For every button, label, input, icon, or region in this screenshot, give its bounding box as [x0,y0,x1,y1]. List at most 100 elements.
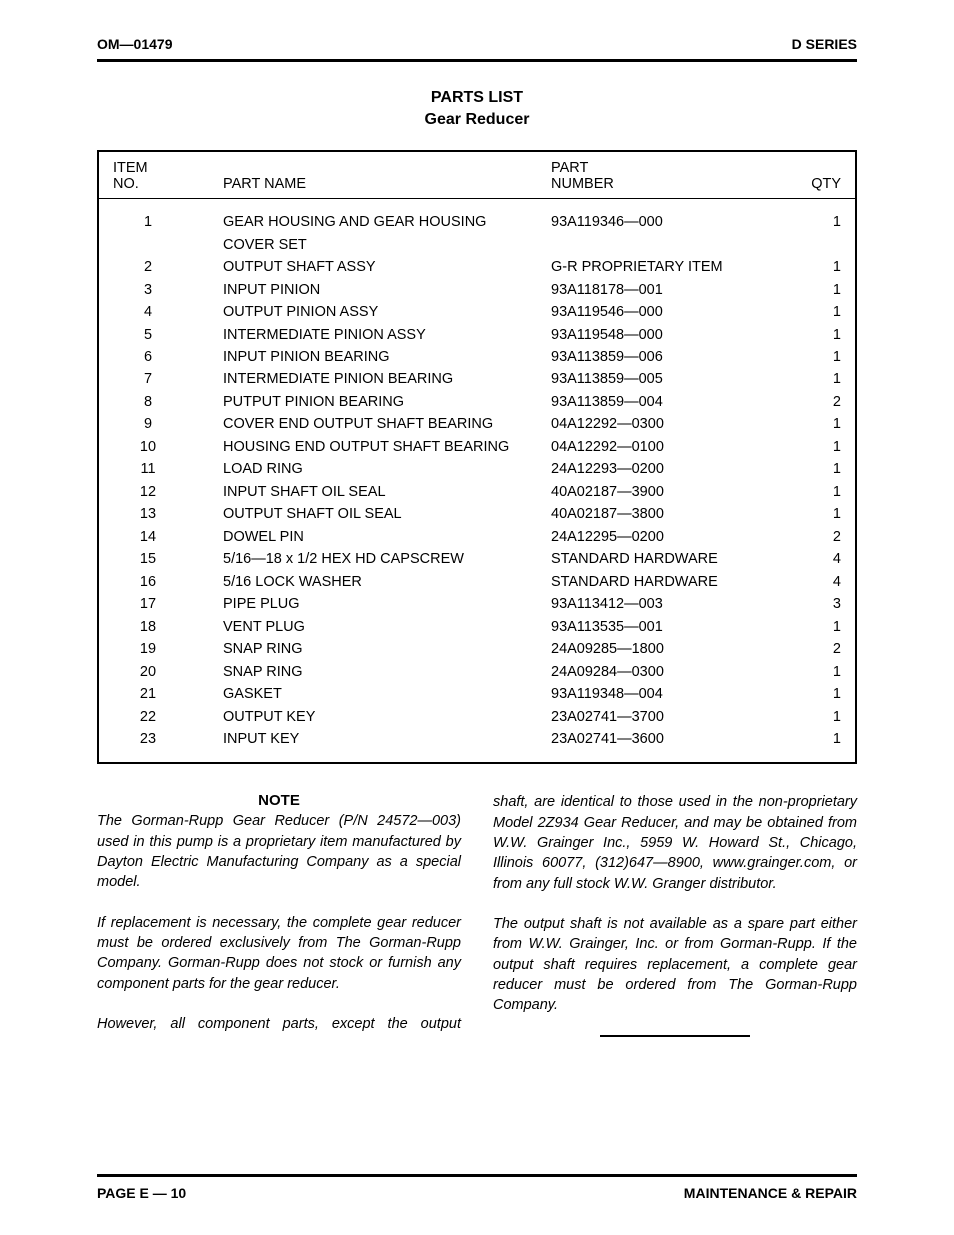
page-title: PARTS LIST Gear Reducer [97,87,857,130]
cell-part-name: OUTPUT KEY [183,706,551,728]
note-paragraph: However, all component parts, except the… [97,1014,461,1034]
cell-part-number: 40A02187—3900 [551,481,791,503]
cell-qty: 2 [791,391,841,413]
cell-part-number: 93A119548—000 [551,324,791,346]
footer-right: MAINTENANCE & REPAIR [684,1185,857,1201]
cell-part-name: INTERMEDIATE PINION BEARING [183,368,551,390]
cell-item-no: 10 [113,436,183,458]
cell-qty: 1 [791,683,841,705]
cell-item-no: 19 [113,638,183,660]
header-right: D SERIES [792,36,857,52]
cell-item-no: 16 [113,571,183,593]
table-row: 10HOUSING END OUTPUT SHAFT BEARING04A122… [113,436,841,458]
cell-part-number: 93A119546—000 [551,301,791,323]
cell-qty: 1 [791,706,841,728]
cell-part-name: DOWEL PIN [183,526,551,548]
cell-qty: 1 [791,503,841,525]
table-row: 4OUTPUT PINION ASSY93A119546—0001 [113,301,841,323]
cell-part-name: SNAP RING [183,661,551,683]
table-row: 17PIPE PLUG93A113412—0033 [113,593,841,615]
note-section: NOTE The Gorman-Rupp Gear Reducer (P/N 2… [97,792,857,1037]
cell-part-name: SNAP RING [183,638,551,660]
cell-qty: 1 [791,211,841,233]
cell-part-name: PIPE PLUG [183,593,551,615]
table-row: 3INPUT PINION93A118178—0011 [113,279,841,301]
page-header: OM—01479 D SERIES [97,36,857,62]
footer-rule [97,1174,857,1177]
cell-qty: 1 [791,279,841,301]
cell-qty: 1 [791,368,841,390]
cell-item-no: 18 [113,616,183,638]
note-paragraph: The output shaft is not available as a s… [493,914,857,1015]
cell-item-no: 22 [113,706,183,728]
cell-item-no: 23 [113,728,183,750]
table-row: 22OUTPUT KEY23A02741—37001 [113,706,841,728]
table-row: 20SNAP RING24A09284—03001 [113,661,841,683]
cell-qty: 1 [791,728,841,750]
note-paragraph: The Gorman-Rupp Gear Reducer (P/N 24572—… [97,811,461,892]
table-row: 18VENT PLUG93A113535—0011 [113,616,841,638]
footer-left: PAGE E — 10 [97,1185,186,1201]
cell-qty: 1 [791,324,841,346]
cell-qty: 4 [791,571,841,593]
cell-part-number: 93A113535—001 [551,616,791,638]
table-row: 155/16—18 x 1/2 HEX HD CAPSCREWSTANDARD … [113,548,841,570]
cell-part-number: G-R PROPRIETARY ITEM [551,256,791,278]
cell-part-name: 5/16 LOCK WASHER [183,571,551,593]
cell-item-no: 2 [113,256,183,278]
cell-part-name: 5/16—18 x 1/2 HEX HD CAPSCREW [183,548,551,570]
cell-qty: 1 [791,413,841,435]
table-row: 11LOAD RING24A12293—02001 [113,458,841,480]
cell-part-number: 93A119346—000 [551,211,791,233]
cell-item-no: 13 [113,503,183,525]
table-row: COVER SET [113,234,841,256]
cell-part-name: INPUT KEY [183,728,551,750]
cell-item-no: 21 [113,683,183,705]
cell-part-name: PUTPUT PINION BEARING [183,391,551,413]
cell-part-name: OUTPUT PINION ASSY [183,301,551,323]
header-left: OM—01479 [97,36,172,52]
cell-part-name: INPUT SHAFT OIL SEAL [183,481,551,503]
table-row: 13OUTPUT SHAFT OIL SEAL40A02187—38001 [113,503,841,525]
cell-part-name: INTERMEDIATE PINION ASSY [183,324,551,346]
table-row: 1GEAR HOUSING AND GEAR HOUSING93A119346—… [113,211,841,233]
table-row: 23INPUT KEY23A02741—36001 [113,728,841,750]
cell-part-name: OUTPUT SHAFT ASSY [183,256,551,278]
table-row: 21GASKET93A119348—0041 [113,683,841,705]
cell-qty: 4 [791,548,841,570]
cell-qty: 1 [791,481,841,503]
cell-part-number: STANDARD HARDWARE [551,548,791,570]
cell-item-no: 9 [113,413,183,435]
note-left-column: NOTE The Gorman-Rupp Gear Reducer (P/N 2… [97,792,461,1037]
cell-part-name: COVER END OUTPUT SHAFT BEARING [183,413,551,435]
cell-part-name: GASKET [183,683,551,705]
cell-qty: 3 [791,593,841,615]
title-line1: PARTS LIST [97,87,857,109]
table-row: 19SNAP RING24A09285—18002 [113,638,841,660]
table-row: 9COVER END OUTPUT SHAFT BEARING04A12292—… [113,413,841,435]
cell-part-name: INPUT PINION [183,279,551,301]
cell-item-no: 15 [113,548,183,570]
table-row: 5INTERMEDIATE PINION ASSY93A119548—0001 [113,324,841,346]
cell-qty: 1 [791,301,841,323]
cell-item-no: 1 [113,211,183,233]
cell-part-number: 93A113859—004 [551,391,791,413]
table-row: 14DOWEL PIN24A12295—02002 [113,526,841,548]
col-header-part: PART NUMBER [551,160,791,192]
cell-part-name: LOAD RING [183,458,551,480]
col-header-name: PART NAME [223,160,551,192]
cell-item-no: 6 [113,346,183,368]
col-header-qty: QTY [791,160,841,192]
cell-part-number: 93A113859—006 [551,346,791,368]
table-row: 165/16 LOCK WASHERSTANDARD HARDWARE4 [113,571,841,593]
table-row: 12INPUT SHAFT OIL SEAL40A02187—39001 [113,481,841,503]
cell-part-name: HOUSING END OUTPUT SHAFT BEARING [183,436,551,458]
cell-part-number: 23A02741—3700 [551,706,791,728]
cell-part-name: COVER SET [183,234,551,256]
cell-item-no: 14 [113,526,183,548]
cell-part-name: GEAR HOUSING AND GEAR HOUSING [183,211,551,233]
cell-item-no: 20 [113,661,183,683]
note-paragraph: shaft, are identical to those used in th… [493,792,857,893]
cell-item-no: 17 [113,593,183,615]
table-row: 2OUTPUT SHAFT ASSYG-R PROPRIETARY ITEM1 [113,256,841,278]
